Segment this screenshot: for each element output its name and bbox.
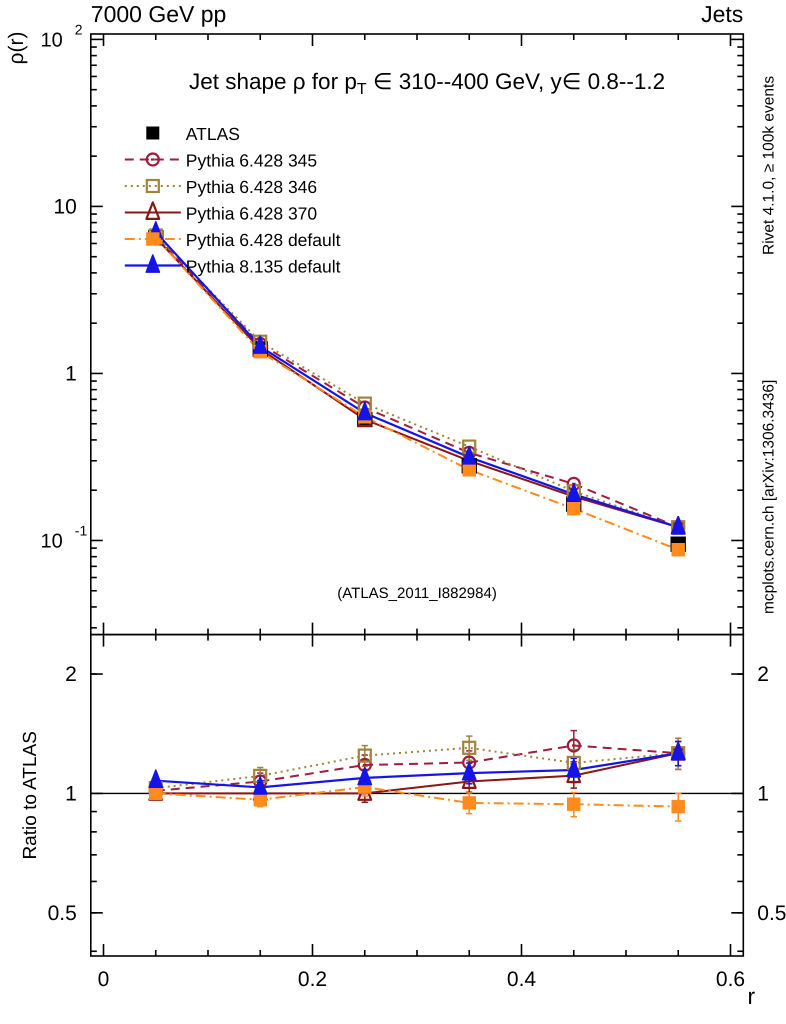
svg-text:0.2: 0.2 xyxy=(298,968,327,991)
svg-text:10: 10 xyxy=(41,530,63,552)
svg-text:2: 2 xyxy=(757,663,769,686)
svg-text:10: 10 xyxy=(41,29,63,51)
svg-text:7000 GeV pp: 7000 GeV pp xyxy=(91,1,227,27)
svg-text:Ratio to ATLAS: Ratio to ATLAS xyxy=(20,731,41,860)
svg-text:1: 1 xyxy=(65,782,77,805)
svg-text:0: 0 xyxy=(98,968,110,991)
svg-text:Pythia 6.428 370: Pythia 6.428 370 xyxy=(186,204,318,224)
svg-text:10: 10 xyxy=(53,195,76,218)
svg-text:2: 2 xyxy=(65,663,77,686)
svg-text:Pythia 8.135 default: Pythia 8.135 default xyxy=(186,257,341,277)
svg-text:ρ(r): ρ(r) xyxy=(5,32,28,65)
svg-text:Rivet 4.1.0, ≥ 100k events: Rivet 4.1.0, ≥ 100k events xyxy=(760,76,777,255)
svg-text:Jets: Jets xyxy=(701,1,743,27)
svg-text:Pythia 6.428 346: Pythia 6.428 346 xyxy=(186,177,317,197)
svg-text:Jet shape ρ for pT ∈ 310--400: Jet shape ρ for pT ∈ 310--400 GeV, y∈ 0.… xyxy=(189,69,665,98)
svg-text:ATLAS: ATLAS xyxy=(186,124,240,144)
svg-text:1: 1 xyxy=(65,362,77,385)
svg-text:mcplots.cern.ch [arXiv:1306.34: mcplots.cern.ch [arXiv:1306.3436] xyxy=(760,380,777,614)
svg-text:2: 2 xyxy=(75,21,83,37)
svg-text:0.5: 0.5 xyxy=(757,902,786,925)
svg-text:(ATLAS_2011_I882984): (ATLAS_2011_I882984) xyxy=(337,585,497,602)
svg-text:Pythia 6.428 default: Pythia 6.428 default xyxy=(186,230,341,250)
svg-text:1: 1 xyxy=(757,782,769,805)
svg-text:-1: -1 xyxy=(75,522,88,538)
svg-text:Pythia 6.428 345: Pythia 6.428 345 xyxy=(186,151,317,171)
svg-text:0.6: 0.6 xyxy=(716,968,745,991)
svg-text:0.5: 0.5 xyxy=(48,902,77,925)
svg-text:r: r xyxy=(747,983,755,1009)
svg-text:0.4: 0.4 xyxy=(507,968,537,991)
